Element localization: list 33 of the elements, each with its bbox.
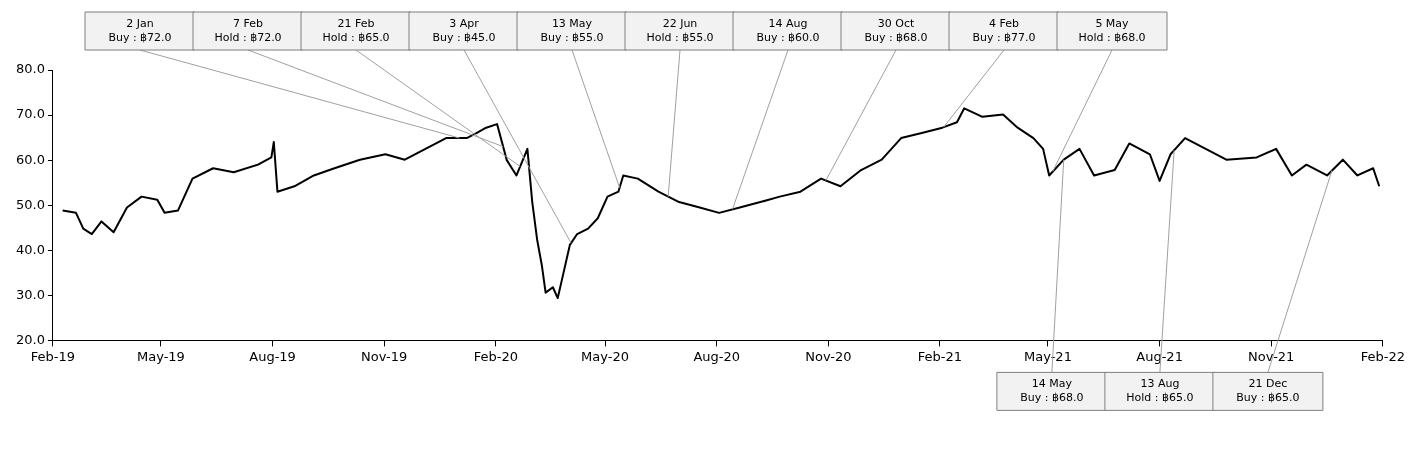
annotation: 13 Aug Hold : ฿65.0 xyxy=(1126,377,1194,405)
x-tick-label: May-19 xyxy=(137,348,185,364)
x-tick-label: Nov-21 xyxy=(1248,348,1295,364)
annotation: 14 May Buy : ฿68.0 xyxy=(1020,377,1084,405)
x-tick-label: Nov-20 xyxy=(805,348,852,364)
x-tick-label: Feb-20 xyxy=(473,348,518,364)
annotation: 4 Feb Buy : ฿77.0 xyxy=(972,16,1036,44)
annotation: 7 Feb Hold : ฿72.0 xyxy=(214,16,282,44)
annotation: 21 Feb Hold : ฿65.0 xyxy=(322,16,390,44)
x-tick-label: Feb-19 xyxy=(30,348,76,364)
annotation: 3 Apr Buy : ฿45.0 xyxy=(432,16,496,44)
y-tick-label: 30.0 xyxy=(15,286,45,302)
y-tick-label: 50.0 xyxy=(15,196,45,212)
y-tick-label: 20.0 xyxy=(15,331,45,347)
x-tick-label: Feb-22 xyxy=(1360,348,1405,364)
annotation: 30 Oct Buy : ฿68.0 xyxy=(864,16,928,44)
x-tick-label: Feb-21 xyxy=(917,348,963,364)
annotation: 13 May Buy : ฿55.0 xyxy=(540,16,604,44)
annotation: 14 Aug Buy : ฿60.0 xyxy=(756,16,820,44)
y-tick-label: 70.0 xyxy=(15,106,45,122)
x-tick-label: Aug-21 xyxy=(1136,348,1183,364)
y-tick-label: 40.0 xyxy=(15,241,45,257)
x-tick-label: May-20 xyxy=(581,348,630,364)
x-tick-label: Aug-20 xyxy=(693,348,741,364)
x-tick-label: May-21 xyxy=(1024,348,1072,364)
x-tick-label: Nov-19 xyxy=(361,348,408,364)
annotation: 22 Jun Hold : ฿55.0 xyxy=(646,16,714,44)
annotation: 5 May Hold : ฿68.0 xyxy=(1078,16,1146,44)
annotation: 21 Dec Buy : ฿65.0 xyxy=(1236,377,1300,405)
x-tick-label: Aug-19 xyxy=(249,348,296,364)
annotation: 2 Jan Buy : ฿72.0 xyxy=(108,16,172,44)
y-tick-label: 60.0 xyxy=(15,151,45,167)
y-tick-label: 80.0 xyxy=(15,61,45,77)
